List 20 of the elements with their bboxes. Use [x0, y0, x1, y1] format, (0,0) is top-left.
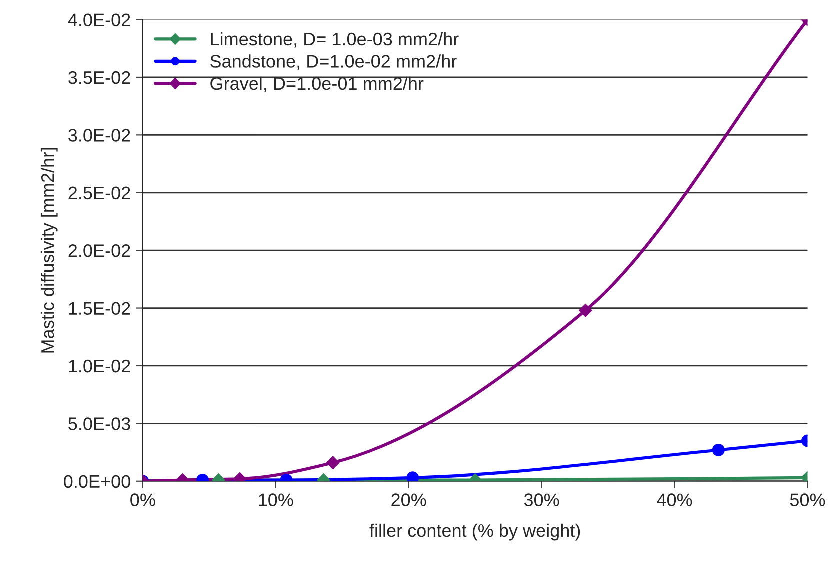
x-tick-label: 50%	[790, 494, 826, 506]
legend-label: Gravel, D=1.0e-01 mm2/hr	[210, 76, 424, 92]
x-tick-label: 40%	[657, 494, 692, 506]
y-tick-label: 0.0E+00	[64, 475, 130, 488]
y-tick-label: 3.0E-02	[68, 129, 130, 142]
y-tick-label: 5.0E-03	[68, 418, 130, 430]
y-tick-label: 3.5E-02	[68, 71, 130, 84]
x-tick-label: 30%	[524, 494, 560, 506]
x-tick-label: 20%	[392, 494, 426, 506]
legend-label: Sandstone, D=1.0e-02 mm2/hr	[210, 54, 457, 70]
legend-label: Limestone, D= 1.0e-03 mm2/hr	[211, 32, 459, 48]
x-tick-label: 0%	[130, 494, 156, 506]
y-axis-title: Mastic diffusivity [mm2/hr]	[40, 148, 58, 353]
x-axis-title: filler content (% by weight)	[370, 524, 580, 541]
y-tick-label: 1.0E-02	[69, 360, 130, 373]
y-tick-label: 2.5E-02	[68, 186, 130, 200]
y-tick-label: 4.0E-02	[68, 14, 130, 26]
x-tick-label: 10%	[259, 494, 294, 506]
y-tick-label: 2.0E-02	[68, 244, 130, 258]
y-tick-label: 1.5E-02	[69, 302, 130, 315]
